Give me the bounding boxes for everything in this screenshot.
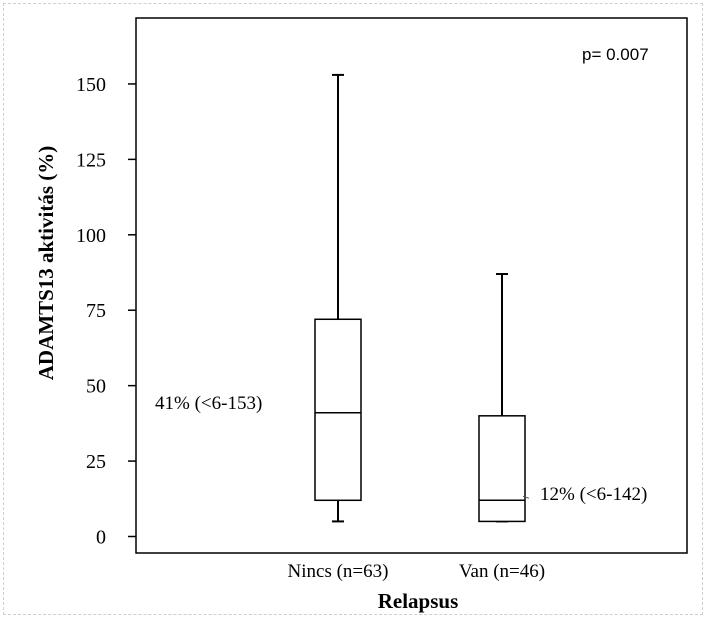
figure-frame [3, 3, 703, 615]
p-value-annotation: p= 0.007 [582, 45, 649, 64]
y-tick-label: 75 [86, 300, 106, 322]
box-body [314, 318, 362, 502]
y-tick-label: 100 [76, 225, 106, 247]
label-connector [522, 495, 530, 499]
x-category-label: Van (n=46) [459, 561, 545, 582]
y-tick-label: 50 [86, 376, 106, 398]
y-tick-label: 125 [76, 149, 106, 171]
box-body [478, 415, 526, 523]
x-axis-label: Relapsus [378, 589, 459, 613]
plot-area [135, 17, 688, 554]
boxes-group: 41% (<6-153) 12% (<6-142) [155, 73, 647, 523]
box-1: 41% (<6-153) [155, 73, 362, 523]
box-annotation-label: 12% (<6-142) [540, 484, 647, 505]
y-axis: 0 25 50 75 100 125 150 [76, 74, 136, 549]
y-tick-label: 150 [76, 74, 106, 96]
y-axis-label: ADAMTS13 aktivitás (%) [34, 146, 58, 381]
y-tick-label: 25 [86, 451, 106, 473]
x-category-label: Nincs (n=63) [288, 561, 389, 582]
x-category-labels: Nincs (n=63) Van (n=46) [288, 561, 546, 582]
box-2: 12% (<6-142) [478, 273, 647, 523]
box-annotation-label: 41% (<6-153) [155, 393, 262, 414]
y-tick-label: 0 [96, 527, 106, 549]
